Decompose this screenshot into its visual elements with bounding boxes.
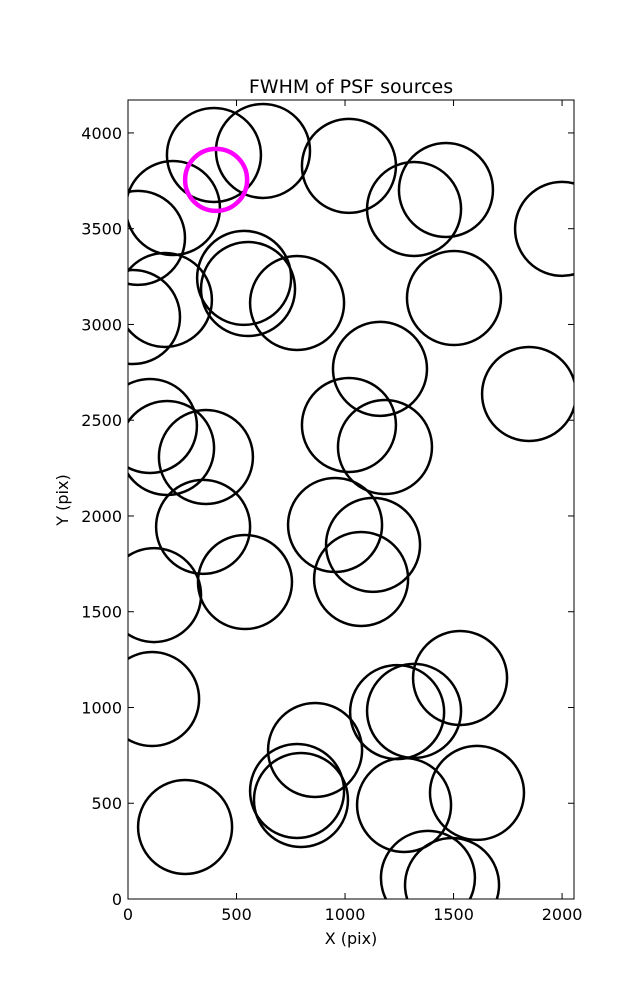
y-tick-label: 0 [112, 890, 122, 909]
source-marker [128, 546, 203, 644]
source-marker [355, 756, 453, 854]
y-tick-label: 3000 [81, 315, 122, 334]
source-marker [195, 229, 293, 327]
source-marker [128, 650, 201, 748]
y-tick-label: 2500 [81, 411, 122, 430]
plot-frame [127, 99, 575, 900]
y-tick-label: 500 [91, 794, 122, 813]
source-marker [405, 249, 503, 347]
source-marker [336, 398, 434, 496]
source-marker [252, 751, 350, 849]
source-marker [128, 251, 214, 349]
plot-area [128, 102, 574, 899]
source-marker [324, 496, 422, 594]
y-tick-label: 1000 [81, 698, 122, 717]
source-marker [182, 146, 250, 214]
x-tick-label: 1000 [325, 905, 366, 924]
source-marker [128, 268, 182, 366]
source-marker [128, 159, 222, 257]
source-marker [165, 106, 263, 204]
chart-title: FWHM of PSF sources [249, 76, 453, 98]
y-axis-label: Y (pix) [53, 474, 72, 526]
source-marker [379, 829, 477, 899]
source-marker [157, 408, 255, 506]
y-tick-label: 4000 [81, 124, 122, 143]
x-tick-label: 1500 [433, 905, 474, 924]
source-marker [513, 180, 574, 278]
x-axis-label: X (pix) [325, 929, 378, 948]
y-tick-label: 1500 [81, 603, 122, 622]
x-tick-label: 0 [123, 905, 133, 924]
source-marker [128, 377, 199, 475]
y-tick-label: 2000 [81, 507, 122, 526]
source-marker [403, 836, 501, 899]
source-marker [397, 141, 495, 239]
source-marker [428, 744, 526, 842]
source-marker [136, 778, 234, 876]
source-marker [480, 345, 574, 443]
source-marker [196, 533, 294, 631]
source-marker [312, 530, 410, 628]
source-marker [300, 376, 398, 474]
source-marker [154, 478, 252, 576]
y-tick-label: 3500 [81, 220, 122, 239]
source-marker [331, 320, 429, 418]
source-marker [199, 240, 297, 338]
source-marker [128, 189, 187, 287]
source-marker [248, 254, 346, 352]
source-marker [266, 701, 364, 799]
source-marker [365, 160, 463, 258]
x-tick-label: 500 [221, 905, 252, 924]
source-marker [248, 742, 346, 840]
x-tick-label: 2000 [542, 905, 583, 924]
